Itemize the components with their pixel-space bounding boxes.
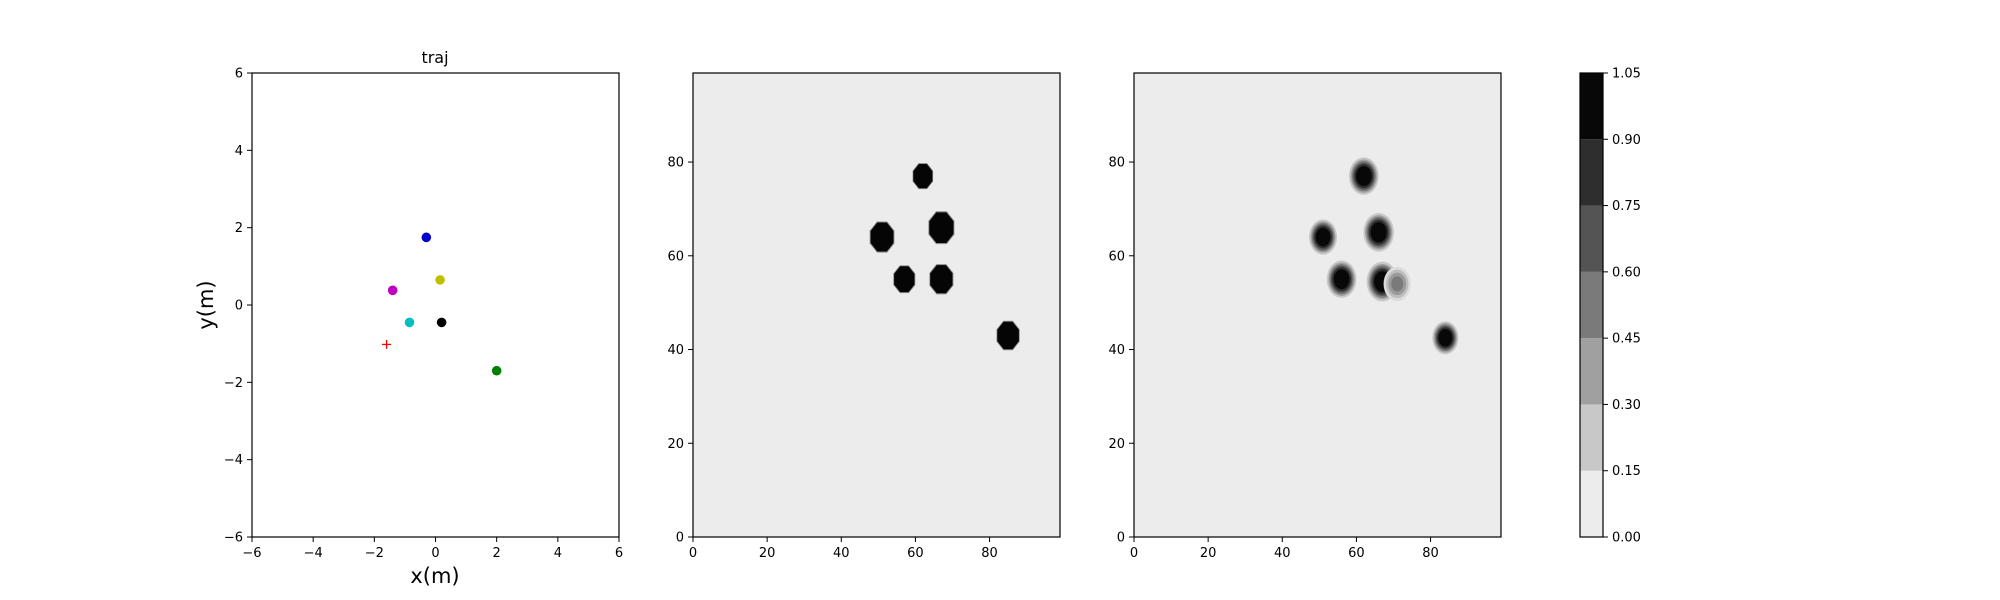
heatmap-2-ytick-label: 20: [1108, 437, 1125, 452]
colorbar-tick-label: 0.90: [1612, 133, 1641, 148]
heatmap-panel-1: 0 20 40 60 80 0 20 40 60 80: [667, 72, 1061, 561]
heatmap-2-ytick-label: 60: [1108, 249, 1125, 264]
colorbar-tick-label: 0.60: [1612, 265, 1641, 280]
heatmap-2-blob: [1363, 212, 1394, 252]
heatmap-2-background: [1134, 73, 1501, 537]
traj-xtick-label: 2: [493, 546, 501, 561]
heatmap-1-xtick-label: 60: [907, 546, 924, 561]
traj-xtick-label: −4: [304, 546, 323, 561]
heatmap-1-blob: [928, 211, 955, 245]
heatmap-1-blob: [912, 163, 934, 190]
colorbar-band: [1580, 139, 1603, 206]
heatmap-2-frame: [1133, 72, 1502, 538]
colorbar-bands: [1580, 73, 1603, 537]
traj-title: traj: [421, 48, 448, 67]
traj-xtick-label: 4: [554, 546, 562, 561]
traj-xlabel: x(m): [410, 564, 459, 588]
agent-point: [404, 317, 415, 328]
traj-ylabel: y(m): [194, 280, 218, 329]
heatmap-panel-2: 0 20 40 60 80 0 20 40 60 80: [1108, 72, 1502, 561]
traj-panel: traj −6 −4 −2 0 2 4 6 −6 −4 −2 0 2 4 6 x(m) y(m): [194, 48, 623, 588]
agent-point: [491, 365, 502, 376]
heatmap-1-blob: [929, 264, 954, 295]
heatmap-2-xtick-label: 20: [1200, 546, 1217, 561]
traj-xtick-label: 6: [615, 546, 623, 561]
traj-xtick-label: −6: [242, 546, 261, 561]
traj-ytick-label: 2: [235, 221, 243, 236]
colorbar-tick-label: 0.45: [1612, 332, 1641, 347]
heatmap-1-blob: [869, 221, 895, 253]
colorbar-tick-label: 0.75: [1612, 199, 1641, 214]
heatmap-2-blobs: [1309, 157, 1459, 355]
agent-point: [387, 285, 398, 296]
traj-ytick-label: −2: [224, 376, 243, 391]
heatmap-1-ytick-label: 60: [667, 249, 684, 264]
colorbar-band: [1580, 404, 1603, 471]
heatmap-1-blobs: [869, 163, 1020, 351]
heatmap-1-ytick-label: 80: [667, 156, 684, 171]
heatmap-1-ytick-label: 20: [667, 437, 684, 452]
heatmap-1-xtick-label: 80: [981, 546, 998, 561]
agent-point: [421, 232, 432, 243]
traj-xtick-label: −2: [365, 546, 384, 561]
heatmap-2-xtick-label: 80: [1422, 546, 1439, 561]
heatmap-2-ytick-label: 0: [1117, 531, 1125, 546]
heatmap-2-blob: [1432, 321, 1459, 355]
heatmap-2-xtick-label: 60: [1348, 546, 1365, 561]
heatmap-2-blob: [1383, 266, 1411, 302]
goal-marker: [382, 339, 392, 349]
heatmap-2-ytick-label: 40: [1108, 343, 1125, 358]
colorbar-ticks: 0.00 0.15 0.30 0.45 0.60 0.75 0.90 1.05: [1603, 67, 1641, 546]
colorbar: 0.00 0.15 0.30 0.45 0.60 0.75 0.90 1.05: [1579, 67, 1641, 546]
heatmap-2-ticks: 0 20 40 60 80 0 20 40 60 80: [1108, 156, 1438, 561]
heatmap-2-xtick-label: 0: [1130, 546, 1138, 561]
colorbar-band: [1580, 338, 1603, 405]
traj-ticks: −6 −4 −2 0 2 4 6 −6 −4 −2 0 2 4 6: [224, 67, 623, 562]
heatmap-1-xtick-label: 20: [759, 546, 776, 561]
traj-frame: [251, 72, 620, 538]
colorbar-band: [1580, 271, 1603, 339]
traj-ytick-label: 6: [235, 67, 243, 82]
colorbar-band: [1580, 470, 1603, 537]
heatmap-1-ticks: 0 20 40 60 80 0 20 40 60 80: [667, 156, 997, 561]
heatmap-1-blob: [893, 265, 916, 294]
traj-ytick-label: 4: [235, 144, 243, 159]
colorbar-tick-label: 0.00: [1612, 531, 1641, 546]
heatmap-1-xtick-label: 40: [833, 546, 850, 561]
colorbar-frame: [1579, 72, 1604, 538]
traj-xtick-label: 0: [431, 546, 439, 561]
heatmap-2-blob: [1309, 219, 1338, 255]
traj-ytick-label: −6: [224, 531, 243, 546]
colorbar-tick-label: 0.15: [1612, 464, 1641, 479]
heatmap-2-xtick-label: 40: [1274, 546, 1291, 561]
heatmap-1-frame: [692, 72, 1061, 538]
heatmap-2-blob: [1326, 260, 1357, 299]
heatmap-1-background: [693, 73, 1060, 537]
colorbar-band: [1580, 73, 1603, 140]
heatmap-1-xtick-label: 0: [689, 546, 697, 561]
traj-points: [382, 232, 502, 376]
traj-ytick-label: −4: [224, 453, 243, 468]
agent-point: [435, 275, 445, 285]
colorbar-tick-label: 1.05: [1612, 67, 1641, 82]
colorbar-band: [1580, 205, 1603, 272]
heatmap-1-blob: [996, 320, 1020, 351]
traj-ytick-label: 0: [235, 299, 243, 314]
agent-point: [436, 317, 447, 328]
heatmap-1-ytick-label: 40: [667, 343, 684, 358]
heatmap-2-blob: [1348, 157, 1379, 195]
heatmap-2-ytick-label: 80: [1108, 156, 1125, 171]
heatmap-1-ytick-label: 0: [676, 531, 684, 546]
colorbar-tick-label: 0.30: [1612, 398, 1641, 413]
